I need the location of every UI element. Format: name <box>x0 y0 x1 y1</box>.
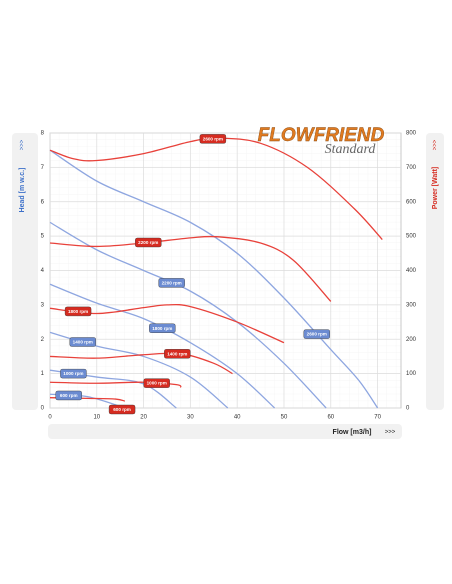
x-tick-label: 70 <box>374 415 381 421</box>
y2-tick-label: 500 <box>406 234 417 240</box>
curve-tag <box>64 306 92 317</box>
x-tick-label: 20 <box>140 415 147 421</box>
y2-tick-label: 600 <box>406 199 417 205</box>
head-curve <box>49 149 379 409</box>
y-tick-label: 0 <box>41 406 45 412</box>
y-axis-title: Head [m w.c.] <box>19 168 26 213</box>
curve-tag-label: 1400 rpm <box>167 351 187 356</box>
y-axis-panel <box>12 133 38 410</box>
curve-tag <box>60 368 87 379</box>
y2-axis-panel <box>426 133 444 410</box>
curve-tag-label: 2600 rpm <box>307 332 327 337</box>
x-tick-label: 40 <box>234 415 241 421</box>
curve-tag-label: 2200 rpm <box>162 280 182 285</box>
y2-axis-title: Power [Watt] <box>432 167 439 210</box>
x-axis-arrow: >>> <box>385 430 396 436</box>
logo-edition: Standard <box>325 142 377 157</box>
y-tick-label: 7 <box>41 165 45 171</box>
curve-tag <box>164 349 191 359</box>
y-tick-label: 8 <box>41 131 45 137</box>
y-tick-label: 1 <box>41 371 45 377</box>
curve-tag <box>149 323 176 333</box>
logo-brand: FLOWFRIEND <box>258 125 385 146</box>
x-tick-label: 50 <box>281 415 288 421</box>
x-tick-label: 10 <box>93 415 100 421</box>
y2-tick-label: 200 <box>406 337 417 343</box>
head-curve <box>49 221 327 409</box>
curve-tag-label: 2200 rpm <box>138 240 158 245</box>
x-tick-label: 60 <box>327 415 334 421</box>
curve-tag-label: 1000 rpm <box>63 371 83 376</box>
curve-tag-label: 1000 rpm <box>147 381 167 386</box>
y2-tick-label: 400 <box>406 268 417 274</box>
y2-tick-label: 100 <box>406 371 417 377</box>
curve-tag <box>303 329 330 339</box>
y2-tick-label: 700 <box>406 165 417 171</box>
curve-tag <box>158 278 185 288</box>
y-axis-arrow: >>> <box>20 139 26 150</box>
curve-tag <box>55 390 82 401</box>
curve-tag-label: 1800 rpm <box>152 326 172 331</box>
curve-tag <box>108 404 136 415</box>
x-tick-label: 30 <box>187 415 194 421</box>
y2-tick-label: 300 <box>406 302 417 308</box>
curve-tag-label: 600 rpm <box>113 407 131 412</box>
y2-tick-label: 0 <box>406 406 410 412</box>
x-axis-title: Flow [m3/h] <box>333 429 372 436</box>
curve-tag <box>69 337 96 347</box>
x-tick-label: 0 <box>48 415 52 421</box>
y-tick-label: 3 <box>41 302 45 308</box>
y2-axis-arrow: >>> <box>433 139 439 150</box>
curve-tag <box>135 237 162 248</box>
curve-tag-label: 1400 rpm <box>73 340 93 345</box>
curve-tag-label: 1800 rpm <box>68 309 88 314</box>
power-curve <box>49 352 233 375</box>
curve-tag <box>143 378 170 388</box>
power-curve <box>49 303 285 344</box>
curve-tag-label: 600 rpm <box>60 393 78 398</box>
y-tick-label: 4 <box>41 268 45 274</box>
y2-tick-label: 800 <box>406 131 417 137</box>
y-tick-label: 6 <box>41 199 45 205</box>
y-tick-label: 2 <box>41 337 45 343</box>
power-curve <box>49 235 332 302</box>
curve-tag-label: 2600 rpm <box>203 136 223 141</box>
x-axis-panel <box>48 424 402 439</box>
curve-tag <box>199 134 227 144</box>
y-tick-label: 5 <box>41 234 45 240</box>
